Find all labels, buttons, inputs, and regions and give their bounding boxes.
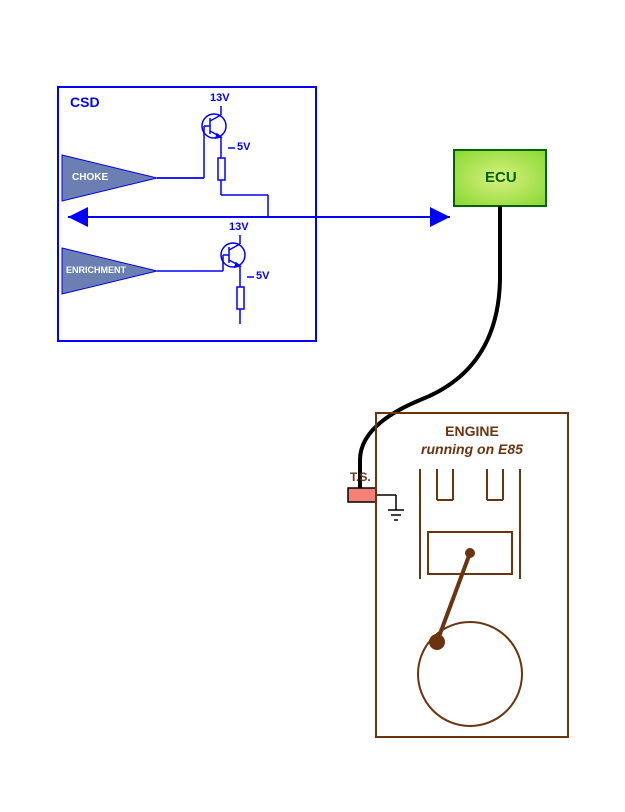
engine-title: ENGINE [376,423,568,439]
choke-label: CHOKE [72,172,108,183]
v13-label-1: 13V [210,92,230,104]
circuit-choke [157,106,268,217]
engine-piston [420,469,520,642]
ts-sensor [348,488,376,502]
enrichment-label: ENRICHMENT [66,265,126,275]
engine-subtitle: running on E85 [376,441,568,457]
circuit-enrichment [157,235,254,324]
ecu-label: ECU [485,169,517,186]
v5-label-2: 5V [256,270,269,282]
v5-label-1: 5V [237,141,250,153]
crank-pin [429,634,445,650]
csd-label: CSD [70,94,100,110]
csd-box [58,87,316,341]
ground-symbol [388,495,404,520]
ts-label: T.S. [350,470,371,484]
v13-label-2: 13V [229,221,249,233]
diagram-canvas [0,0,625,812]
